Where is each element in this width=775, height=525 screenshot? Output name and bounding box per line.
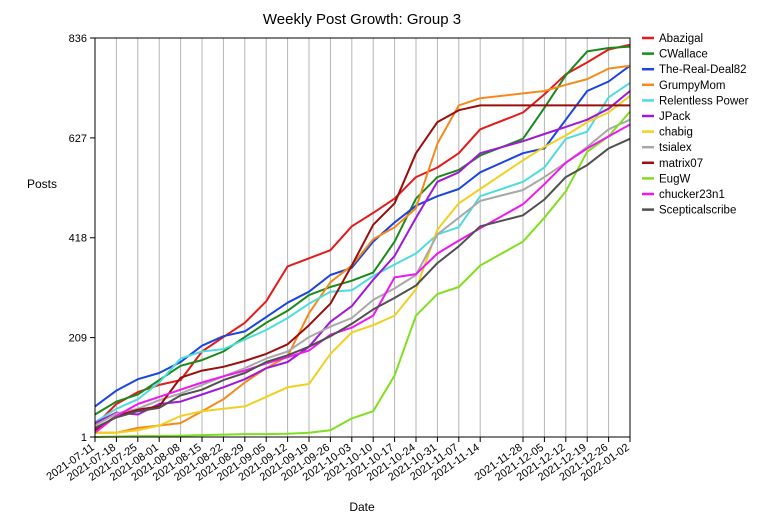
legend: Abazigal CWallace The-Real-Deal82 GrumpyMom… bbox=[642, 33, 749, 217]
legend-label: JPack bbox=[659, 111, 691, 123]
legend-label: EugW bbox=[659, 173, 690, 185]
series-lines bbox=[94, 43, 631, 438]
series-line-eugw bbox=[94, 110, 631, 438]
legend-label: Abazigal bbox=[659, 33, 703, 45]
y-tick-label: 1 bbox=[81, 432, 87, 444]
grid-lines bbox=[94, 38, 631, 437]
series-line-chucker23n1 bbox=[94, 123, 631, 434]
series-line-matrix07 bbox=[94, 104, 630, 432]
series-line-the-real-deal82 bbox=[94, 64, 631, 408]
y-axis-ticks: 1 209 418 627 836 bbox=[69, 33, 95, 444]
legend-label: GrumpyMom bbox=[659, 80, 725, 92]
x-axis-label: Date bbox=[349, 500, 375, 514]
legend-label: chucker23n1 bbox=[659, 189, 725, 201]
y-axis-label: Posts bbox=[27, 177, 57, 191]
legend-label: Relentless Power bbox=[659, 95, 749, 107]
series-line-cwallace bbox=[94, 45, 631, 416]
y-tick-label: 418 bbox=[69, 233, 87, 245]
legend-label: chabig bbox=[659, 127, 693, 139]
legend-label: matrix07 bbox=[659, 158, 703, 170]
legend-label: The-Real-Deal82 bbox=[659, 64, 747, 76]
legend-label: tsialex bbox=[659, 142, 692, 154]
y-tick-label: 836 bbox=[69, 33, 87, 45]
y-tick-label: 209 bbox=[69, 333, 87, 345]
y-tick-label: 627 bbox=[69, 133, 87, 145]
series-line-jpack bbox=[94, 90, 631, 424]
series-line-abazigal bbox=[94, 43, 631, 427]
legend-label: CWallace bbox=[659, 49, 708, 61]
series-line-tsialex bbox=[94, 118, 631, 427]
series-line-scepticalscribe bbox=[94, 137, 631, 429]
legend-label: Scepticalscribe bbox=[659, 205, 736, 217]
chart-title: Weekly Post Growth: Group 3 bbox=[263, 11, 461, 28]
series-line-relentless-power bbox=[94, 82, 631, 424]
series-line-chabig bbox=[95, 95, 631, 434]
